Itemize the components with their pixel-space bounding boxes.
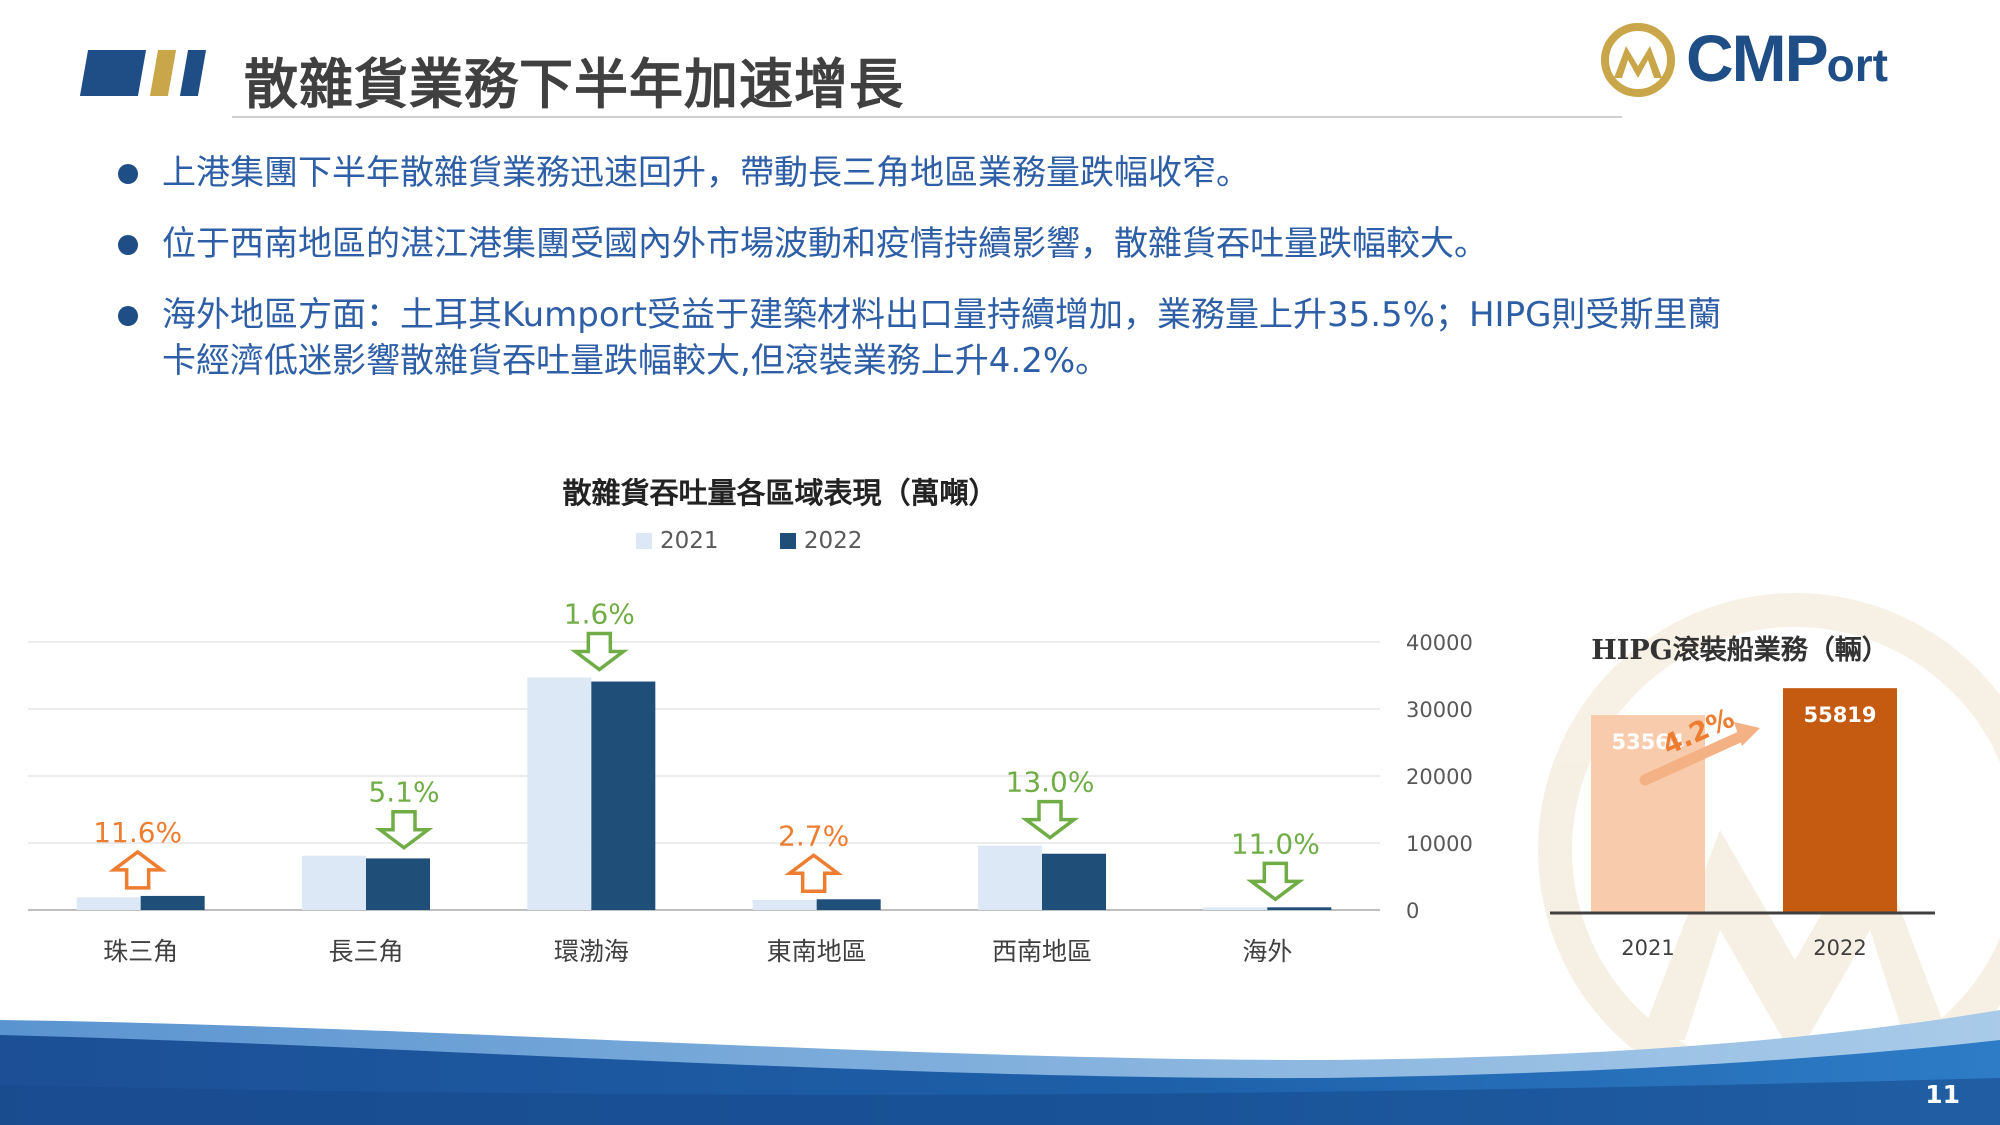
x-category-label: 海外: [1242, 937, 1292, 966]
bar-2021: [527, 677, 592, 910]
cmport-emblem-icon: [1601, 23, 1675, 97]
x-category-label: 長三角: [328, 937, 403, 966]
bar-2022: [1267, 907, 1332, 910]
cmport-logo: CMPort: [1598, 18, 1954, 102]
bar-2021: [76, 897, 141, 910]
bar-2021: [978, 845, 1042, 910]
bullet-item: 海外地區方面：土耳其Kumport受益于建築材料出口量持續增加，業務量上升35.…: [112, 292, 1732, 384]
y-tick-label: 30000: [1406, 698, 1473, 722]
title-divider: [232, 116, 1622, 118]
hipg-bar-2021: [1591, 715, 1705, 913]
bullet-dot: [118, 164, 138, 184]
logo-text-main: CMP: [1686, 21, 1829, 95]
bullet-dot: [118, 306, 138, 326]
bar-2022: [591, 681, 656, 910]
legend-swatch-2021: [636, 533, 652, 549]
bar-2022: [366, 858, 430, 910]
hipg-chart-title: HIPG滾裝船業務（輛）: [1591, 635, 1889, 666]
legend-label-2022: 2022: [803, 528, 863, 554]
growth-label: 13.0%: [1006, 766, 1095, 799]
hipg-category-label: 2022: [1813, 936, 1866, 960]
bullet-text: 上港集團下半年散雜貨業務迅速回升，帶動長三角地區業務量跌幅收窄。: [162, 153, 1250, 193]
logo-text-small: ort: [1826, 39, 1888, 91]
hipg-growth-arrow-icon: [1734, 722, 1760, 746]
logo-wordmark: CMPort: [1686, 20, 1888, 96]
legend-item-2021: 2021: [636, 528, 719, 554]
growth-label: 2.7%: [778, 819, 849, 852]
legend-item-2022: 2022: [779, 528, 863, 554]
hipg-growth-arrow-shaft: [1639, 729, 1750, 786]
y-tick-label: 10000: [1406, 832, 1473, 856]
chart-legend: 2021 2022: [636, 528, 916, 555]
accent-bar-3: [179, 50, 207, 96]
bullet-list: 上港集團下半年散雜貨業務迅速回升，帶動長三角地區業務量跌幅收窄。 位于西南地區的…: [112, 150, 1721, 409]
arrow-up-icon: [784, 853, 843, 894]
bar-2021: [302, 855, 366, 910]
bar-2022: [140, 895, 205, 910]
x-category-label: 珠三角: [103, 937, 178, 966]
arrow-down-icon: [570, 631, 629, 672]
arrow-down-icon: [374, 809, 434, 850]
arrow-down-icon: [1246, 861, 1305, 902]
hipg-category-label: 2021: [1621, 936, 1674, 960]
x-category-label: 西南地區: [992, 937, 1092, 966]
bullet-item: 位于西南地區的湛江港集團受國內外市場波動和疫情持續影響，散雜貨吞吐量跌幅較大。: [112, 221, 1712, 267]
arrow-down-icon: [1020, 799, 1080, 840]
legend-label-2021: 2021: [660, 528, 719, 554]
arrow-up-icon: [108, 849, 167, 890]
legend-swatch-2022: [779, 533, 796, 549]
growth-label: 11.6%: [93, 816, 182, 849]
bar-2021: [752, 899, 817, 910]
x-category-label: 環渤海: [554, 937, 629, 966]
hipg-bar-2022: [1783, 688, 1897, 913]
bar-2021: [1203, 907, 1268, 910]
hipg-value-label: 53564: [1611, 730, 1684, 754]
bullet-dot: [118, 235, 138, 255]
y-tick-label: 40000: [1406, 631, 1473, 655]
chart-title: 散雜貨吞吐量各區域表現（萬噸）: [562, 476, 998, 510]
y-tick-label: 0: [1406, 899, 1419, 923]
region-throughput-chart: 0 10000 20000 30000 40000 珠三角 11.6% 長三角 5.1% 環渤海 1…: [28, 598, 1473, 966]
bar-2022: [1042, 853, 1106, 910]
bullet-text: 海外地區方面：土耳其Kumport受益于建築材料出口量持續增加，業務量上升35.…: [162, 295, 1722, 381]
accent-bar-2: [149, 50, 177, 96]
page-number: 11: [1925, 1080, 1960, 1109]
growth-label: 1.6%: [564, 598, 635, 631]
page-title: 散雜貨業務下半年加速增長: [244, 53, 904, 116]
bullet-item: 上港集團下半年散雜貨業務迅速回升，帶動長三角地區業務量跌幅收窄。: [112, 150, 1712, 196]
bar-2022: [816, 899, 881, 910]
growth-label: 11.0%: [1231, 827, 1320, 860]
x-category-label: 東南地區: [767, 937, 867, 966]
accent-bar-1: [79, 50, 147, 96]
growth-label: 5.1%: [368, 776, 439, 809]
y-tick-label: 20000: [1406, 765, 1473, 789]
title-accent-bars: [79, 50, 207, 96]
bullet-text: 位于西南地區的湛江港集團受國內外市場波動和疫情持續影響，散雜貨吞吐量跌幅較大。: [162, 224, 1488, 264]
hipg-value-label: 55819: [1803, 703, 1876, 727]
